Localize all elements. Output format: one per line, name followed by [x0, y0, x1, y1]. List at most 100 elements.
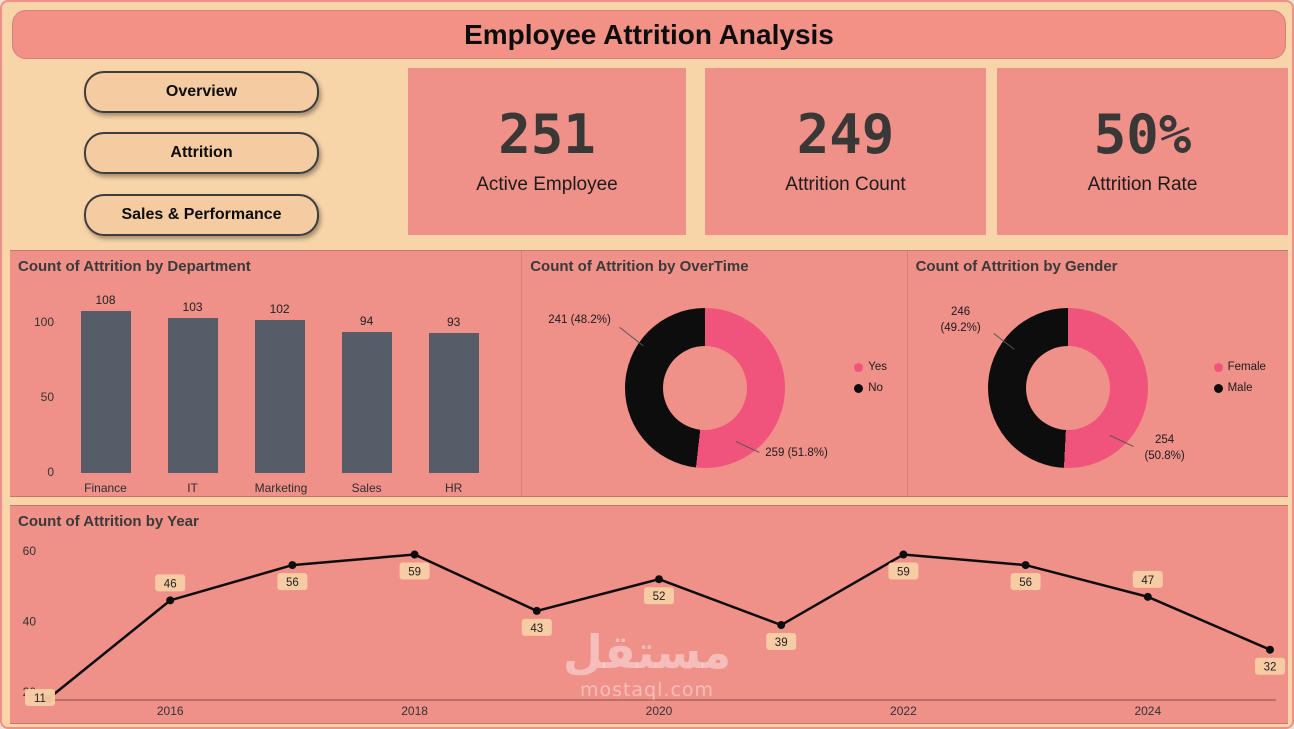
data-label: 56 [277, 573, 308, 591]
legend-item-male[interactable]: Male [1213, 382, 1266, 394]
chart-title: Count of Attrition by Department [18, 258, 251, 275]
department-bar[interactable] [167, 318, 218, 473]
chart-title: Count of Attrition by Year [18, 513, 199, 530]
bar-value-label: 103 [182, 300, 203, 314]
svg-text:56: 56 [286, 577, 299, 589]
y-axis-label: 100 [33, 315, 54, 329]
legend-label: Yes [868, 361, 887, 373]
line-chart-year[interactable]: Count of Attrition by Year 2040602016201… [10, 505, 1288, 724]
svg-text:47: 47 [1141, 575, 1154, 587]
legend-dot [1213, 362, 1223, 372]
donut-label-female: 254 (50.8%) [1144, 434, 1185, 462]
x-axis-label: 2022 [890, 704, 917, 718]
kpi-card-attrition-rate: 50% Attrition Rate [997, 68, 1288, 235]
legend-label: Male [1227, 382, 1253, 394]
nav-button-overview[interactable]: Overview [84, 71, 319, 113]
data-label: 59 [888, 562, 919, 580]
bar-column: 103 IT [167, 300, 218, 495]
gender-donut[interactable] [987, 308, 1148, 468]
y-axis-label: 50 [40, 390, 54, 404]
legend: Female Male [1213, 361, 1266, 403]
data-point[interactable] [1143, 592, 1152, 601]
bar-category-label: Finance [84, 481, 127, 495]
kpi-label: Attrition Count [785, 173, 906, 195]
data-point[interactable] [777, 621, 786, 630]
data-point[interactable] [899, 550, 908, 559]
middle-charts-band: Count of Attrition by Department 108 Fina… [10, 250, 1288, 497]
bar-chart-department[interactable]: Count of Attrition by Department 108 Fina… [10, 251, 521, 496]
svg-text:39: 39 [775, 637, 788, 649]
page-title: Employee Attrition Analysis [464, 18, 834, 50]
bar-column: 93 HR [428, 308, 479, 495]
legend: Yes No [854, 361, 887, 403]
nav-button-sales-performance[interactable]: Sales & Performance [84, 194, 319, 236]
donut-chart-overtime[interactable]: Count of Attrition by OverTime 241 (48.2… [521, 251, 906, 496]
data-label: 39 [766, 633, 797, 651]
legend-item-no[interactable]: No [854, 382, 887, 394]
bar-category-label: HR [444, 481, 463, 495]
department-bar[interactable] [428, 333, 479, 473]
svg-text:32: 32 [1264, 662, 1277, 674]
svg-text:59: 59 [897, 567, 910, 579]
bar-value-label: 94 [359, 314, 374, 328]
svg-text:56: 56 [1019, 577, 1032, 589]
x-axis-label: 2016 [157, 704, 184, 718]
data-label: 11 [25, 689, 55, 706]
data-point[interactable] [410, 550, 419, 559]
x-axis-label: 2018 [401, 704, 428, 718]
data-label: 32 [1255, 657, 1285, 675]
data-label: 43 [521, 618, 552, 636]
data-label: 59 [399, 562, 430, 580]
donut-label-male: 246 (49.2%) [940, 306, 981, 334]
legend-item-female[interactable]: Female [1213, 361, 1266, 373]
x-axis-label: 2024 [1134, 704, 1161, 718]
bar-value-label: 108 [95, 293, 116, 307]
bar-column: 94 Sales [341, 308, 392, 495]
x-axis-label: 2020 [646, 704, 673, 718]
y-axis-label: 0 [47, 465, 54, 479]
svg-text:43: 43 [530, 623, 543, 635]
data-point[interactable] [1021, 561, 1030, 570]
legend-label: No [868, 382, 883, 394]
y-axis-label: 60 [23, 544, 37, 558]
donut-label-no: 241 (48.2%) [548, 314, 611, 326]
legend-dot [854, 383, 864, 393]
kpi-value: 50% [1093, 102, 1192, 166]
department-bar[interactable] [341, 332, 392, 473]
data-point[interactable] [655, 575, 663, 584]
line-chart-svg[interactable]: 2040602016201820202022202411465659435239… [10, 506, 1288, 725]
bar-value-label: 102 [269, 302, 290, 316]
kpi-label: Attrition Rate [1087, 173, 1198, 195]
nav-button-attrition[interactable]: Attrition [84, 132, 319, 174]
department-bar[interactable] [80, 311, 131, 473]
data-point[interactable] [1266, 645, 1274, 654]
data-label: 47 [1132, 570, 1163, 588]
legend-item-yes[interactable]: Yes [854, 361, 887, 373]
donut-chart-gender[interactable]: Count of Attrition by Gender 246 (49.2%)… [906, 251, 1288, 496]
data-point[interactable] [288, 561, 297, 570]
y-axis-label: 40 [23, 615, 37, 629]
svg-text:11: 11 [34, 693, 46, 705]
bar-value-label: 93 [446, 315, 461, 329]
data-label: 56 [1010, 573, 1041, 591]
bar-category-label: IT [187, 481, 198, 495]
leader-line [619, 327, 644, 347]
svg-text:46: 46 [164, 578, 177, 590]
svg-text:59: 59 [408, 567, 421, 579]
kpi-label: Active Employee [476, 173, 618, 195]
kpi-card-attrition-count: 249 Attrition Count [705, 68, 986, 235]
data-point[interactable] [532, 606, 541, 615]
data-point[interactable] [166, 596, 175, 605]
department-bar[interactable] [254, 320, 305, 473]
svg-text:52: 52 [653, 591, 666, 603]
bar-category-label: Sales [351, 481, 382, 495]
header-banner: Employee Attrition Analysis [12, 10, 1286, 59]
bar-column: 102 Marketing [254, 302, 307, 495]
kpi-value: 251 [498, 102, 596, 166]
overtime-donut[interactable] [625, 308, 786, 468]
bar-category-label: Marketing [254, 481, 308, 495]
kpi-value: 249 [796, 102, 895, 166]
donut-label-yes: 259 (51.8%) [765, 447, 828, 459]
chart-title: Count of Attrition by Gender [915, 258, 1118, 275]
